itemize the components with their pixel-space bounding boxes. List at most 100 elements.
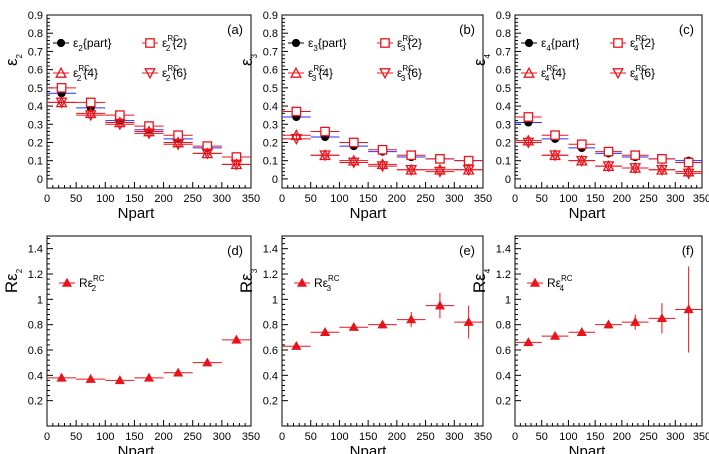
data-point <box>434 166 446 178</box>
data-point <box>656 164 668 176</box>
legend-label: RεRC 4 <box>547 274 573 293</box>
data-point <box>172 139 185 151</box>
panel-e: 0 50 100 150 200 250 300 350 0.2 0.4 0.6 0.8 1 1.2 1.4… <box>237 235 492 454</box>
x-tick-label: 150 <box>359 431 377 443</box>
x-tick-label: 0 <box>512 431 518 443</box>
y-tick-label: 0.8 <box>263 320 278 332</box>
data-point <box>682 168 695 180</box>
panel-tag: (a) <box>227 22 243 37</box>
legend-label: εRC 4 {4} <box>541 64 566 83</box>
y-tick-label: 0.7 <box>263 46 278 58</box>
data-point <box>576 139 587 150</box>
series-0 <box>47 334 251 385</box>
x-tick-label: 250 <box>639 431 657 443</box>
data-point <box>291 106 302 117</box>
data-point <box>290 133 303 146</box>
y-tick-label: 0.8 <box>496 320 511 332</box>
y-tick-label: 0.2 <box>263 137 278 149</box>
y-tick-label: 0.8 <box>496 28 511 40</box>
x-tick-label: 300 <box>666 431 684 443</box>
data-point <box>630 150 641 161</box>
x-tick-label: 250 <box>184 193 202 205</box>
data-point <box>231 152 242 162</box>
plot-frame <box>514 235 703 427</box>
y-tick-label: 1.4 <box>28 244 43 256</box>
y-tick-label: 0.6 <box>28 65 43 77</box>
data-point <box>56 372 67 382</box>
data-point <box>377 144 388 155</box>
x-tick-label: 50 <box>536 193 548 205</box>
x-tick-label: 100 <box>96 193 114 205</box>
data-point <box>550 330 561 340</box>
data-point <box>320 327 331 336</box>
x-tick-label: 250 <box>184 431 202 443</box>
y-tick-label: 0.4 <box>496 370 511 382</box>
panel-tag: (c) <box>679 22 694 37</box>
x-tick-label: 50 <box>305 431 317 443</box>
y-tick-label: 0.2 <box>496 396 511 408</box>
x-tick-label: 200 <box>613 193 631 205</box>
data-point <box>85 97 96 108</box>
series-3 <box>47 97 251 171</box>
data-point <box>434 300 445 310</box>
x-tick-label: 350 <box>474 431 492 443</box>
panel-tag: (e) <box>459 243 475 258</box>
y-tick-label: 0 <box>505 174 511 186</box>
data-point <box>630 316 641 326</box>
y-tick-label: 0.5 <box>496 83 511 95</box>
data-point <box>406 314 417 324</box>
data-point <box>550 130 560 141</box>
y-tick-label: 0.6 <box>496 65 511 77</box>
y-tick-label: 1.2 <box>263 269 278 281</box>
data-point <box>435 154 445 164</box>
data-point <box>113 116 126 128</box>
x-tick-label: 300 <box>213 193 231 205</box>
y-tick-label: 0.4 <box>263 370 278 382</box>
panel-d: 0 50 100 150 200 250 300 350 0.2 0.4 0.6 0.8 1 1.2 1.4… <box>2 235 260 454</box>
x-tick-label: 0 <box>279 193 285 205</box>
y-tick-label: 0.2 <box>496 137 511 149</box>
panel-tag: (f) <box>682 243 694 258</box>
x-tick-label: 0 <box>44 193 50 205</box>
y-tick-label: 0.9 <box>263 10 278 22</box>
panel-f: 0 50 100 150 200 250 300 350 0.2 0.4 0.6 0.8 1 1.2 1.4… <box>470 235 709 454</box>
legend-marker <box>291 38 301 48</box>
legend-label: εRC 3 {2} <box>397 34 422 53</box>
panel-tag: (d) <box>227 243 243 258</box>
series-3 <box>282 133 483 178</box>
legend-marker <box>524 38 534 48</box>
y-tick-label: 0.6 <box>496 345 511 357</box>
series-0 <box>282 293 483 350</box>
x-tick-label: 50 <box>305 193 317 205</box>
legend-label: RεRC 2 <box>79 274 105 293</box>
x-tick-label: 250 <box>416 431 434 443</box>
y-tick-label: 0.5 <box>263 83 278 95</box>
legend-marker <box>61 277 73 287</box>
y-axis-label: Rε3 <box>237 268 259 293</box>
data-point <box>143 128 155 140</box>
data-point <box>115 110 125 121</box>
x-tick-label: 200 <box>154 193 172 205</box>
x-tick-label: 300 <box>445 431 463 443</box>
legend-marker <box>145 38 155 48</box>
x-tick-label: 50 <box>70 193 82 205</box>
data-point <box>523 337 534 347</box>
series-1 <box>515 112 702 168</box>
y-axis-label: ε3 <box>237 53 259 66</box>
y-tick-label: 0.2 <box>263 396 278 408</box>
series-0 <box>515 118 702 165</box>
y-tick-label: 0.8 <box>28 28 43 40</box>
data-point <box>656 313 667 323</box>
data-point <box>462 164 475 176</box>
data-point <box>576 327 587 336</box>
plot-frame <box>514 14 703 189</box>
legend-marker <box>290 66 302 78</box>
data-point <box>319 150 331 162</box>
y-tick-label: 0.4 <box>28 101 43 113</box>
y-tick-label: 1.2 <box>28 269 43 281</box>
data-point <box>347 154 360 166</box>
series-0 <box>282 112 483 165</box>
data-point <box>603 146 614 157</box>
data-point <box>523 112 534 122</box>
data-point <box>377 319 388 329</box>
